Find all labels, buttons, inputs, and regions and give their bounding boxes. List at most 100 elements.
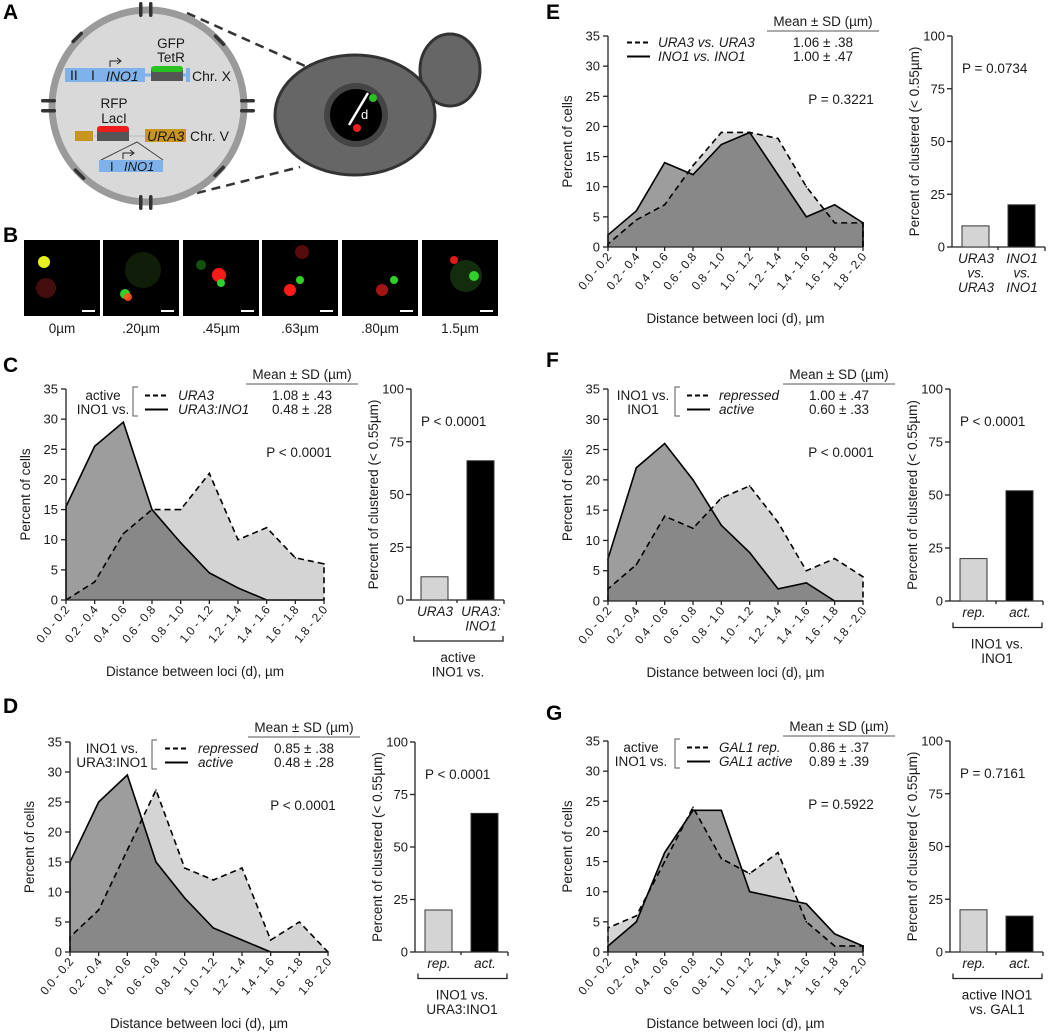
series-line-dashed xyxy=(607,805,864,952)
series-area-solid xyxy=(70,775,328,952)
legend-group-label: active xyxy=(85,388,120,403)
y-tick-label: 0 xyxy=(593,240,600,255)
data-point xyxy=(862,945,864,947)
y-axis-title: Percent of cells xyxy=(560,95,575,188)
data-point xyxy=(97,909,100,911)
data-point xyxy=(122,421,125,423)
insert-promoter-arrow-icon xyxy=(122,149,135,159)
micrograph xyxy=(422,240,498,316)
y-tick-label: 10 xyxy=(48,885,62,900)
data-point xyxy=(635,466,638,469)
p-value: P = 0.3221 xyxy=(808,92,873,107)
bar-y-tick-label: 0 xyxy=(938,240,945,255)
y-tick-label: 20 xyxy=(586,472,600,487)
y-tick-label: 30 xyxy=(48,765,62,780)
y-tick-label: 10 xyxy=(586,533,600,548)
bar-y-tick-label: 50 xyxy=(931,134,945,149)
rfp-laci-array xyxy=(97,126,129,132)
promoter-arrow-icon xyxy=(109,57,122,67)
bar xyxy=(470,812,499,953)
panel-g-bar-chart: 0 25 50 75 100 rep. act. P = 0.7161 Percent of c… xyxy=(905,734,1044,1017)
bar-group-label: active xyxy=(440,650,475,665)
x-axis-title: Distance between loci (d), µm xyxy=(646,311,824,326)
legend-mean-sd: 0.85 ± .38 xyxy=(274,741,334,756)
red-locus-dot xyxy=(353,124,361,132)
bar-group-label: vs. GAL1 xyxy=(969,1002,1025,1017)
data-point xyxy=(122,532,125,535)
data-point xyxy=(663,204,666,206)
x-axis-title: Distance between loci (d), µm xyxy=(106,664,284,679)
y-tick-label: 15 xyxy=(48,855,62,870)
y-tick-label: 5 xyxy=(51,562,58,577)
data-point xyxy=(805,216,808,218)
bar-group-bracket xyxy=(417,973,508,980)
fluorescent-spot xyxy=(217,279,225,287)
fluorescent-spot xyxy=(36,278,56,298)
y-tick-label: 15 xyxy=(586,503,600,518)
bar-y-tick-label: 0 xyxy=(936,594,943,609)
bar-p-value: P = 0.7161 xyxy=(960,766,1025,781)
bar-y-tick-label: 50 xyxy=(929,839,943,854)
legend-mean-sd: 0.86 ± .37 xyxy=(809,740,869,755)
data-point xyxy=(692,806,694,809)
micrograph-image xyxy=(342,240,418,316)
green-locus-dot xyxy=(369,94,377,102)
fluorescent-spot xyxy=(38,256,50,268)
x-axis-title: Distance between loci (d), µm xyxy=(110,1016,288,1031)
y-tick-label: 25 xyxy=(586,794,600,809)
bar-y-tick-label: 0 xyxy=(401,945,408,960)
data-point xyxy=(692,809,694,812)
legend-series-name: active xyxy=(719,402,754,417)
data-point xyxy=(692,164,694,167)
y-tick-label: 30 xyxy=(586,412,600,427)
fluorescent-spot xyxy=(469,271,479,281)
data-point xyxy=(237,538,239,541)
data-point xyxy=(720,809,723,812)
data-point xyxy=(241,867,243,869)
y-axis-title: Percent of cells xyxy=(22,801,37,894)
bar-y-tick-label: 50 xyxy=(929,488,943,503)
legend-bracket xyxy=(132,386,138,417)
data-point xyxy=(635,219,638,221)
series-area-solid xyxy=(608,810,863,952)
legend-series-name: repressed xyxy=(198,741,259,756)
y-tick-label: 25 xyxy=(586,442,600,457)
bar-y-tick-label: 100 xyxy=(921,382,943,397)
bar xyxy=(959,909,988,953)
bar-y-tick-label: 25 xyxy=(929,892,943,907)
y-tick-label: 30 xyxy=(586,59,600,74)
y-tick-label: 10 xyxy=(586,884,600,899)
fluorescent-spot xyxy=(296,276,304,284)
series-line-solid xyxy=(607,809,864,952)
fluorescent-spot xyxy=(376,284,388,296)
bar-y-tick-label: 50 xyxy=(390,487,404,502)
ino1-gene-block xyxy=(65,68,145,82)
laci-label: LacI xyxy=(101,111,127,126)
y-tick-label: 0 xyxy=(593,945,600,960)
bar-category-label: INO1 xyxy=(465,619,497,634)
data-point xyxy=(805,902,808,905)
micrograph-distance-label: .80µm xyxy=(361,321,399,336)
micrograph xyxy=(24,240,100,316)
bar-y-tick-label: 0 xyxy=(397,593,404,608)
data-point xyxy=(862,575,864,578)
fluorescent-spot xyxy=(124,293,132,301)
micrograph xyxy=(103,240,179,316)
chr-x-label: Chr. X xyxy=(192,68,232,84)
data-point xyxy=(663,860,666,863)
legend-mean-sd: 0.89 ± .39 xyxy=(809,754,869,769)
fluorescent-spot xyxy=(295,245,309,259)
data-point xyxy=(805,921,808,923)
bar-category-label: vs. xyxy=(1013,266,1030,281)
panel-letter-e: E xyxy=(546,1,560,24)
p-value: P < 0.0001 xyxy=(808,445,873,460)
ura3-label: URA3 xyxy=(147,128,185,144)
y-tick-label: 0 xyxy=(593,594,600,609)
micrograph-distance-label: .63µm xyxy=(281,321,319,336)
bar-p-value: P < 0.0001 xyxy=(425,767,490,782)
y-tick-label: 25 xyxy=(48,795,62,810)
data-point xyxy=(155,789,157,791)
y-tick-label: 25 xyxy=(586,89,600,104)
bar xyxy=(959,558,988,602)
panel-letter-a: A xyxy=(3,1,18,24)
